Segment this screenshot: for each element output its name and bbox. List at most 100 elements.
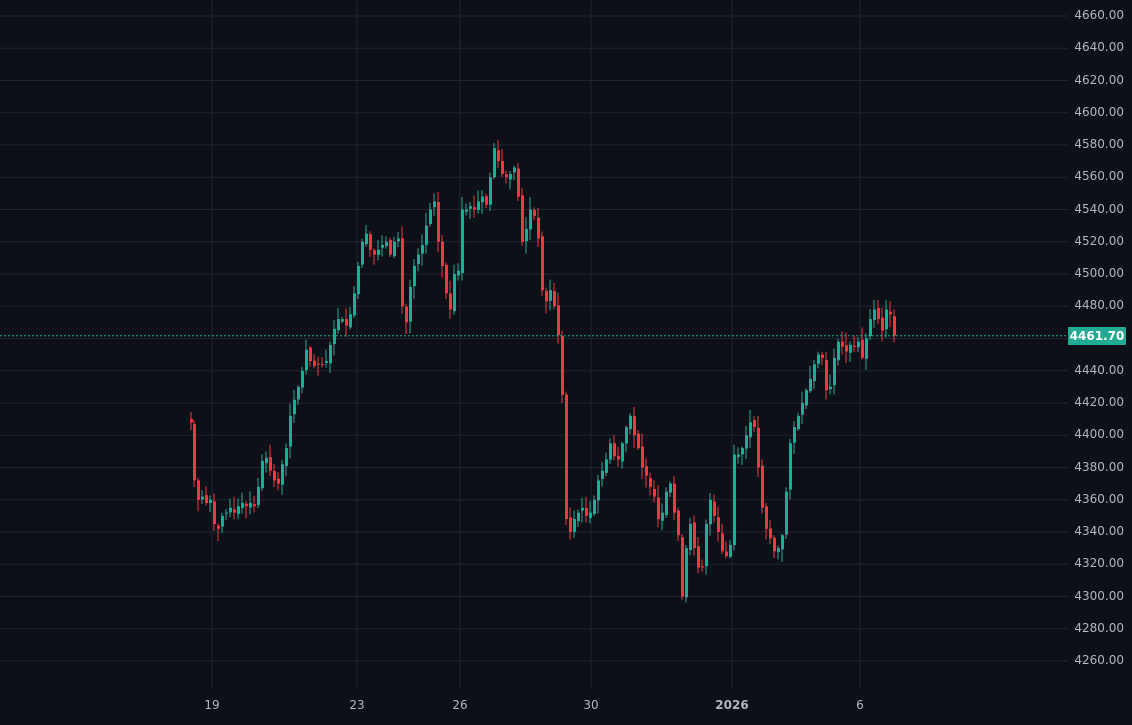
price-tick-label: 4280.00 [1074,620,1124,635]
candle [481,190,484,214]
candle [245,501,248,519]
candle [653,480,656,503]
time-tick-label: 30 [583,698,599,712]
candle [825,352,828,400]
candle [349,307,352,330]
candle [197,477,200,512]
candle [797,412,800,431]
price-tick-label: 4500.00 [1074,266,1124,280]
candle [465,203,468,216]
candle [525,217,528,254]
candle [593,495,596,517]
price-tick-label: 4540.00 [1074,201,1124,216]
candle [633,407,636,448]
candle [541,231,544,296]
candle [225,508,228,521]
candle [321,356,324,368]
candle [357,261,360,300]
candle [413,259,416,299]
candle [233,496,236,520]
candle [253,495,256,513]
candle [625,425,628,453]
candle [369,231,372,257]
candle [597,474,600,514]
candle [277,472,280,491]
candle [361,238,364,269]
candle [805,388,808,410]
candle [673,476,676,521]
candle [353,286,356,318]
candle [505,170,508,184]
candle [641,433,644,479]
candle [657,485,660,528]
candle [477,190,480,214]
candle [801,391,804,424]
candle [521,188,524,246]
candle [329,341,332,373]
candle [273,463,276,487]
candle [425,212,428,254]
price-tick-label: 4380.00 [1074,459,1124,474]
candle [857,337,860,353]
candle [289,403,292,459]
candle [229,498,232,518]
candle [333,319,336,356]
candle [517,163,520,201]
candle [685,545,688,603]
candle [493,142,496,180]
time-tick-label: 19 [204,698,220,712]
candle [345,307,348,337]
price-tick-label: 4620.00 [1074,72,1124,87]
candle [893,309,896,343]
candle [765,502,768,540]
candle [833,348,836,395]
candle [190,411,193,431]
price-tick-label: 4600.00 [1074,104,1124,119]
candle [513,165,516,180]
candle [681,534,684,600]
last-price-badge: 4461.70 [1068,326,1126,345]
candle [337,308,340,334]
price-tick-label: 4300.00 [1074,588,1124,603]
candle [217,523,220,541]
candle [689,517,692,556]
candle [569,507,572,540]
candle [813,360,816,390]
candle [533,207,536,220]
candle [257,477,260,509]
candle [249,491,252,515]
candle [861,327,864,360]
candle [281,459,284,495]
candle [773,535,776,559]
candle [545,287,548,314]
price-tick-label: 4660.00 [1074,8,1124,22]
candle [885,300,888,338]
candle [401,226,404,314]
candle [741,446,744,465]
candle [629,413,632,435]
candle [869,308,872,341]
candle [777,545,780,560]
candle [705,519,708,575]
candle [829,374,832,395]
candle [889,301,892,328]
candle [325,349,328,368]
candle [433,193,436,217]
price-tick-label: 4480.00 [1074,298,1124,313]
candle [213,493,216,532]
candle [605,452,608,477]
candle [601,462,604,487]
candle [469,202,472,219]
candle [753,416,756,433]
candle [789,438,792,500]
price-tick-label: 4320.00 [1074,556,1124,571]
candle [305,339,308,375]
candle [385,236,388,249]
price-tick-label: 4640.00 [1074,40,1124,55]
candle [237,498,240,520]
candle [821,352,824,366]
candle [441,235,444,278]
candle [609,438,612,464]
